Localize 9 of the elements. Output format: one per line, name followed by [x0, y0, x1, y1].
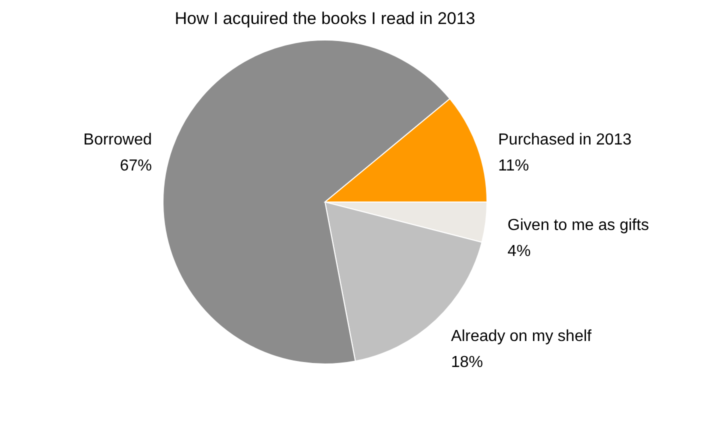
slice-label: Already on my shelf: [450, 328, 592, 346]
data-label: 4%: [508, 243, 531, 260]
data-label: 11%: [498, 158, 529, 175]
slice-label: Purchased in 2013: [498, 132, 632, 149]
data-label: 67%: [120, 158, 152, 175]
slice-label: Borrowed: [83, 132, 152, 149]
data-label: 18%: [450, 354, 483, 372]
chart-title: How I acquired the books I read in 2013: [174, 9, 476, 28]
slice-label: Given to me as gifts: [508, 217, 649, 234]
